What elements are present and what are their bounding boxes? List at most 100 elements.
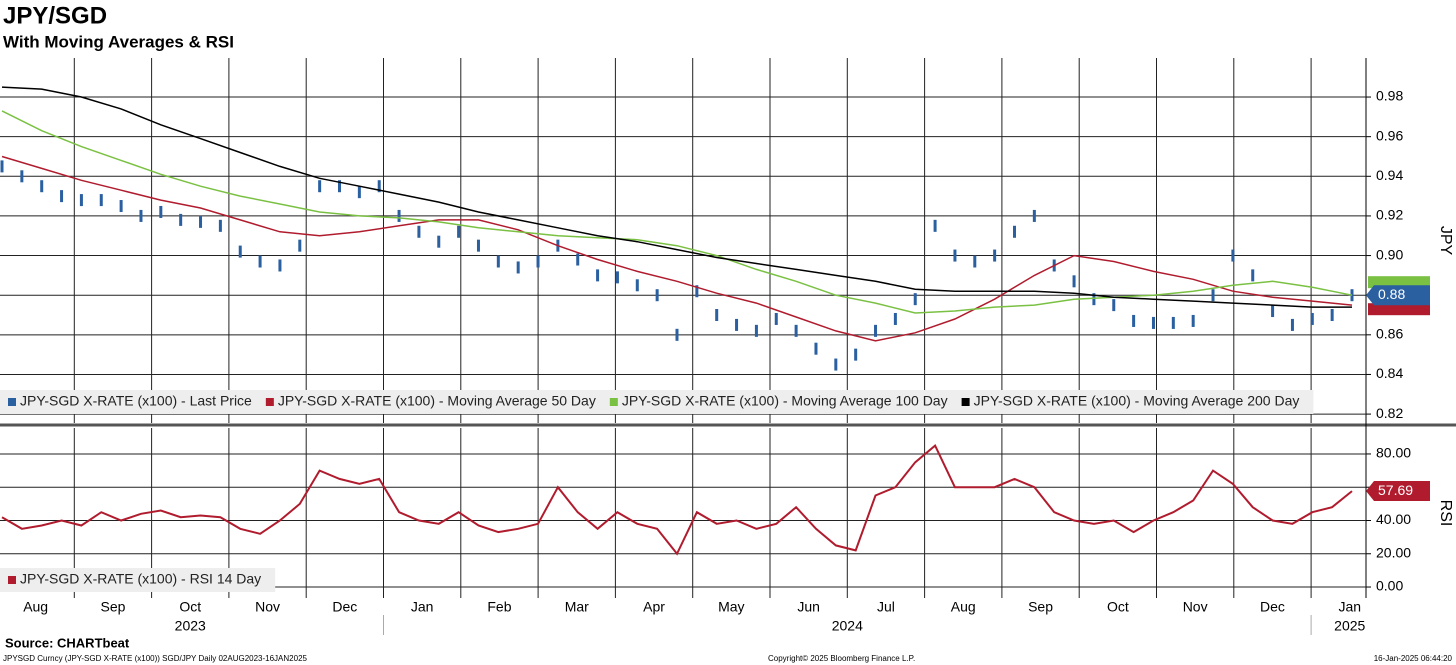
price-bar (318, 180, 322, 193)
price-bar (596, 269, 600, 282)
price-bar (754, 324, 758, 337)
price-bar (1151, 316, 1155, 329)
price-bar (1211, 289, 1215, 302)
series-line (1, 155, 1353, 342)
y-tick-label: 0.82 (1376, 405, 1403, 421)
legend-swatch (961, 398, 970, 406)
price-bar (913, 293, 917, 306)
price-bar (99, 194, 103, 207)
tag-deco (1368, 303, 1430, 316)
price-bar (675, 328, 679, 341)
legend-label: JPY-SGD X-RATE (x100) - Moving Average 2… (974, 393, 1300, 409)
price-bar (536, 255, 540, 268)
y-tick-label: 0.96 (1376, 127, 1403, 143)
price-bar (496, 255, 500, 268)
y-tick-label: 0.94 (1376, 167, 1403, 183)
footer-info: JPYSGD Curncy (JPY-SGD X-RATE (x100)) SG… (3, 654, 308, 663)
legend-label: JPY-SGD X-RATE (x100) - Last Price (20, 393, 252, 409)
price-bar (1132, 314, 1136, 327)
x-tick-label: Nov (255, 599, 280, 615)
last-value-tag (1366, 285, 1430, 306)
price-bar (516, 261, 520, 274)
series-line (1, 444, 1353, 556)
price-bar (238, 245, 242, 258)
legend-label: JPY-SGD X-RATE (x100) - RSI 14 Day (20, 571, 261, 587)
price-bar (715, 309, 719, 322)
price-bar (60, 190, 64, 203)
price-bar (655, 289, 659, 302)
price-bar (40, 180, 44, 193)
year-label: 2025 (1334, 618, 1365, 634)
y-tick-label: 0.84 (1376, 365, 1403, 381)
price-bar (258, 255, 262, 268)
price-bar (1271, 305, 1275, 318)
price-bar (933, 219, 937, 232)
x-tick-label: Aug (23, 599, 48, 615)
price-bar (1032, 209, 1036, 222)
x-tick-label: Mar (565, 599, 589, 615)
price-bar (635, 279, 639, 292)
price-bar (1191, 314, 1195, 327)
source: Source: CHARTbeat (5, 635, 130, 650)
price-bar (1290, 318, 1294, 331)
legend-box (0, 568, 276, 592)
price-bar (79, 194, 83, 207)
price-bar (218, 219, 222, 232)
last-value-tag (1366, 481, 1430, 502)
price-bar (1072, 275, 1076, 288)
legend-label: JPY-SGD X-RATE (x100) - Moving Average 5… (278, 393, 596, 409)
x-tick-label: Jan (411, 599, 434, 615)
x-tick-label: Nov (1183, 599, 1208, 615)
price-bar (1013, 225, 1016, 238)
chart-title: JPY/SGD (3, 2, 107, 29)
y-tick-label: 80.00 (1376, 445, 1411, 461)
x-tick-label: Oct (179, 599, 201, 615)
x-tick-label: Feb (487, 599, 511, 615)
last-value-label: 57.69 (1378, 482, 1413, 498)
x-tick-label: Jun (797, 599, 820, 615)
price-bar (357, 186, 361, 199)
x-tick-label: Dec (332, 599, 357, 615)
price-bar (834, 358, 838, 371)
price-bar (417, 225, 421, 238)
legend-label: JPY-SGD X-RATE (x100) - Moving Average 1… (622, 393, 948, 409)
legend-swatch (609, 398, 618, 406)
last-value-label: 0.88 (1378, 286, 1405, 302)
price-bar (1231, 249, 1235, 262)
price-bar (1092, 293, 1096, 306)
legend-swatch (265, 398, 274, 406)
price-bar (476, 239, 480, 252)
price-bar (199, 215, 203, 228)
x-tick-label: Jan (1338, 599, 1361, 615)
price-bar (993, 249, 997, 262)
x-tick-label: Jul (877, 599, 895, 615)
price-bar (397, 209, 401, 222)
y-axis-label: JPY (1437, 226, 1454, 256)
y-tick-label: 0.86 (1376, 326, 1403, 342)
chart-subtitle: With Moving Averages & RSI (3, 32, 234, 51)
legend-swatch (8, 576, 16, 584)
price-bar (377, 180, 381, 193)
price-bar (1112, 299, 1116, 312)
price-bar (735, 318, 739, 331)
year-label: 2024 (832, 618, 863, 634)
price-bar (576, 253, 580, 266)
year-label: 2023 (175, 618, 206, 634)
series-line (1, 110, 1353, 314)
price-bar (695, 285, 699, 298)
price-bar (139, 209, 143, 222)
price-bar (278, 259, 282, 272)
price-bar (854, 348, 858, 361)
y-axis-label: RSI (1437, 500, 1454, 527)
price-bar (159, 205, 163, 218)
x-tick-label: May (718, 599, 744, 615)
price-bar (774, 312, 778, 325)
y-tick-label: 0.00 (1376, 578, 1403, 594)
series-line (1, 86, 1352, 308)
legend-box (0, 390, 1314, 414)
price-bar (973, 255, 977, 268)
price-bar (179, 213, 183, 226)
legend-swatch (8, 398, 16, 406)
x-tick-label: Aug (951, 599, 976, 615)
